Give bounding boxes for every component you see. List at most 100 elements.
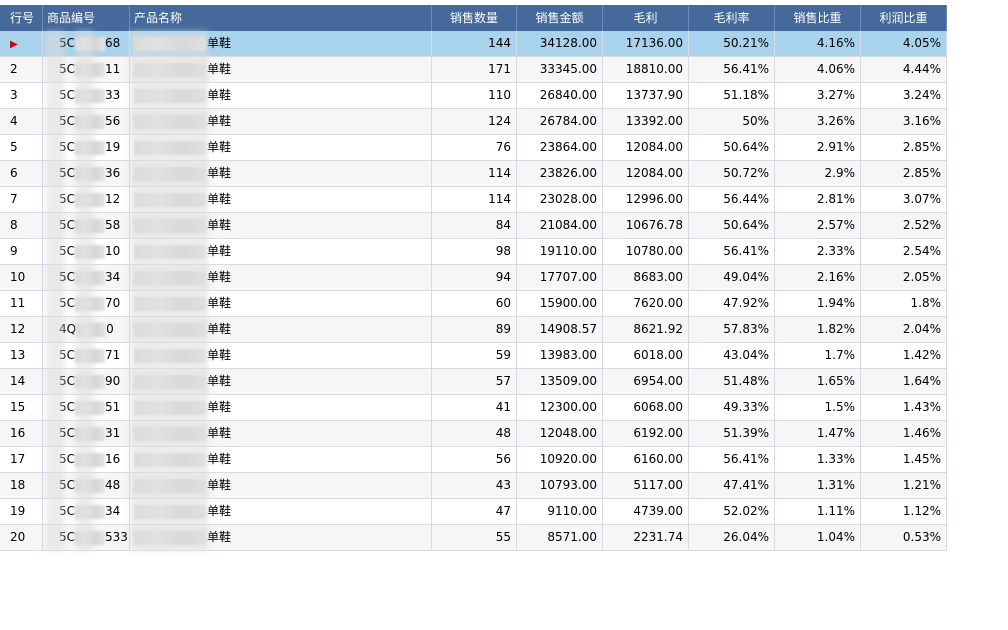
redaction-overlay	[76, 31, 94, 551]
product-code-suffix: 58	[105, 218, 121, 232]
sales-qty-cell: 89	[432, 317, 517, 342]
product-code-suffix: 56	[105, 114, 121, 128]
profit-ratio-cell: 4.44%	[861, 57, 947, 82]
gross-margin-cell: 49.04%	[689, 265, 775, 290]
product-code-suffix: 533	[105, 530, 128, 544]
gross-profit-cell: 10780.00	[603, 239, 689, 264]
sales-qty-cell: 76	[432, 135, 517, 160]
gross-margin-cell: 26.04%	[689, 525, 775, 550]
sales-amount-cell: 23864.00	[517, 135, 603, 160]
header-gross-margin[interactable]: 毛利率	[689, 5, 775, 31]
header-profit-ratio[interactable]: 利润比重	[861, 5, 947, 31]
gross-profit-cell: 17136.00	[603, 31, 689, 56]
gross-margin-cell: 47.41%	[689, 473, 775, 498]
sales-ratio-cell: 1.65%	[775, 369, 861, 394]
product-name-text: 单鞋	[207, 296, 232, 310]
sales-qty-cell: 171	[432, 57, 517, 82]
profit-ratio-cell: 1.8%	[861, 291, 947, 316]
sales-qty-cell: 48	[432, 421, 517, 446]
profit-ratio-cell: 0.53%	[861, 525, 947, 550]
product-code-suffix: 34	[105, 504, 121, 518]
sales-ratio-cell: 1.47%	[775, 421, 861, 446]
sales-ratio-cell: 2.57%	[775, 213, 861, 238]
sales-amount-cell: 19110.00	[517, 239, 603, 264]
gross-profit-cell: 6954.00	[603, 369, 689, 394]
row-number-cell: 15	[0, 395, 43, 420]
sales-ratio-cell: 3.26%	[775, 109, 861, 134]
sales-ratio-cell: 4.06%	[775, 57, 861, 82]
sales-amount-cell: 21084.00	[517, 213, 603, 238]
product-code-suffix: 19	[105, 140, 121, 154]
row-number-cell: 9	[0, 239, 43, 264]
gross-margin-cell: 56.41%	[689, 447, 775, 472]
gross-margin-cell: 56.44%	[689, 187, 775, 212]
product-code-suffix: 10	[105, 244, 121, 258]
sales-qty-cell: 114	[432, 161, 517, 186]
redaction-overlay	[46, 31, 64, 551]
sales-amount-cell: 17707.00	[517, 265, 603, 290]
product-name-text: 单鞋	[207, 166, 232, 180]
product-code-suffix: 33	[105, 88, 121, 102]
sales-ratio-cell: 1.33%	[775, 447, 861, 472]
profit-ratio-cell: 1.12%	[861, 499, 947, 524]
row-number-cell: 6	[0, 161, 43, 186]
row-number-cell: 8	[0, 213, 43, 238]
header-gross-profit[interactable]: 毛利	[603, 5, 689, 31]
row-number-cell: 2	[0, 57, 43, 82]
product-name-text: 单鞋	[207, 504, 232, 518]
product-name-text: 单鞋	[207, 140, 232, 154]
sales-amount-cell: 12048.00	[517, 421, 603, 446]
row-number-cell: 7	[0, 187, 43, 212]
header-sales-qty[interactable]: 销售数量	[432, 5, 517, 31]
product-name-text: 单鞋	[207, 88, 232, 102]
product-code-suffix: 71	[105, 348, 121, 362]
gross-profit-cell: 2231.74	[603, 525, 689, 550]
product-name-text: 单鞋	[207, 400, 232, 414]
sales-amount-cell: 23826.00	[517, 161, 603, 186]
gross-profit-cell: 8683.00	[603, 265, 689, 290]
sales-amount-cell: 10920.00	[517, 447, 603, 472]
profit-ratio-cell: 3.07%	[861, 187, 947, 212]
table-row[interactable]: 5 5C 19 单鞋 76 23864.00 12084.00 50.64% 2.91% 2.85…	[0, 135, 947, 161]
sales-qty-cell: 84	[432, 213, 517, 238]
gross-profit-cell: 8621.92	[603, 317, 689, 342]
sales-amount-cell: 14908.57	[517, 317, 603, 342]
sales-ratio-cell: 1.7%	[775, 343, 861, 368]
sales-ratio-cell: 2.81%	[775, 187, 861, 212]
gross-margin-cell: 50.21%	[689, 31, 775, 56]
gross-profit-cell: 4739.00	[603, 499, 689, 524]
sales-ratio-cell: 2.9%	[775, 161, 861, 186]
sales-qty-cell: 98	[432, 239, 517, 264]
gross-profit-cell: 6160.00	[603, 447, 689, 472]
sales-amount-cell: 10793.00	[517, 473, 603, 498]
profit-ratio-cell: 3.16%	[861, 109, 947, 134]
gross-profit-cell: 5117.00	[603, 473, 689, 498]
product-code-suffix: 90	[105, 374, 121, 388]
sales-qty-cell: 144	[432, 31, 517, 56]
row-number-cell: 16	[0, 421, 43, 446]
row-number-cell: 14	[0, 369, 43, 394]
gross-profit-cell: 12084.00	[603, 161, 689, 186]
sales-ratio-cell: 3.27%	[775, 83, 861, 108]
product-name-text: 单鞋	[207, 244, 232, 258]
header-row-number[interactable]: 行号	[0, 5, 43, 31]
header-product-name[interactable]: 产品名称	[130, 5, 432, 31]
header-sales-amount[interactable]: 销售金额	[517, 5, 603, 31]
header-sales-ratio[interactable]: 销售比重	[775, 5, 861, 31]
sales-qty-cell: 124	[432, 109, 517, 134]
row-number-cell: 19	[0, 499, 43, 524]
product-code-suffix: 31	[105, 426, 121, 440]
product-name-text: 单鞋	[207, 218, 232, 232]
profit-ratio-cell: 2.04%	[861, 317, 947, 342]
header-product-code[interactable]: 商品编号	[43, 5, 130, 31]
redaction-overlay	[130, 31, 208, 551]
row-number-cell: 10	[0, 265, 43, 290]
table-row[interactable]: 9 5C 10 单鞋 98 19110.00 10780.00 56.41% 2.33% 2.54…	[0, 239, 947, 265]
gross-profit-cell: 6192.00	[603, 421, 689, 446]
gross-margin-cell: 56.41%	[689, 239, 775, 264]
sales-ratio-cell: 2.16%	[775, 265, 861, 290]
gross-margin-cell: 50.64%	[689, 135, 775, 160]
profit-ratio-cell: 1.42%	[861, 343, 947, 368]
sales-amount-cell: 23028.00	[517, 187, 603, 212]
profit-ratio-cell: 4.05%	[861, 31, 947, 56]
